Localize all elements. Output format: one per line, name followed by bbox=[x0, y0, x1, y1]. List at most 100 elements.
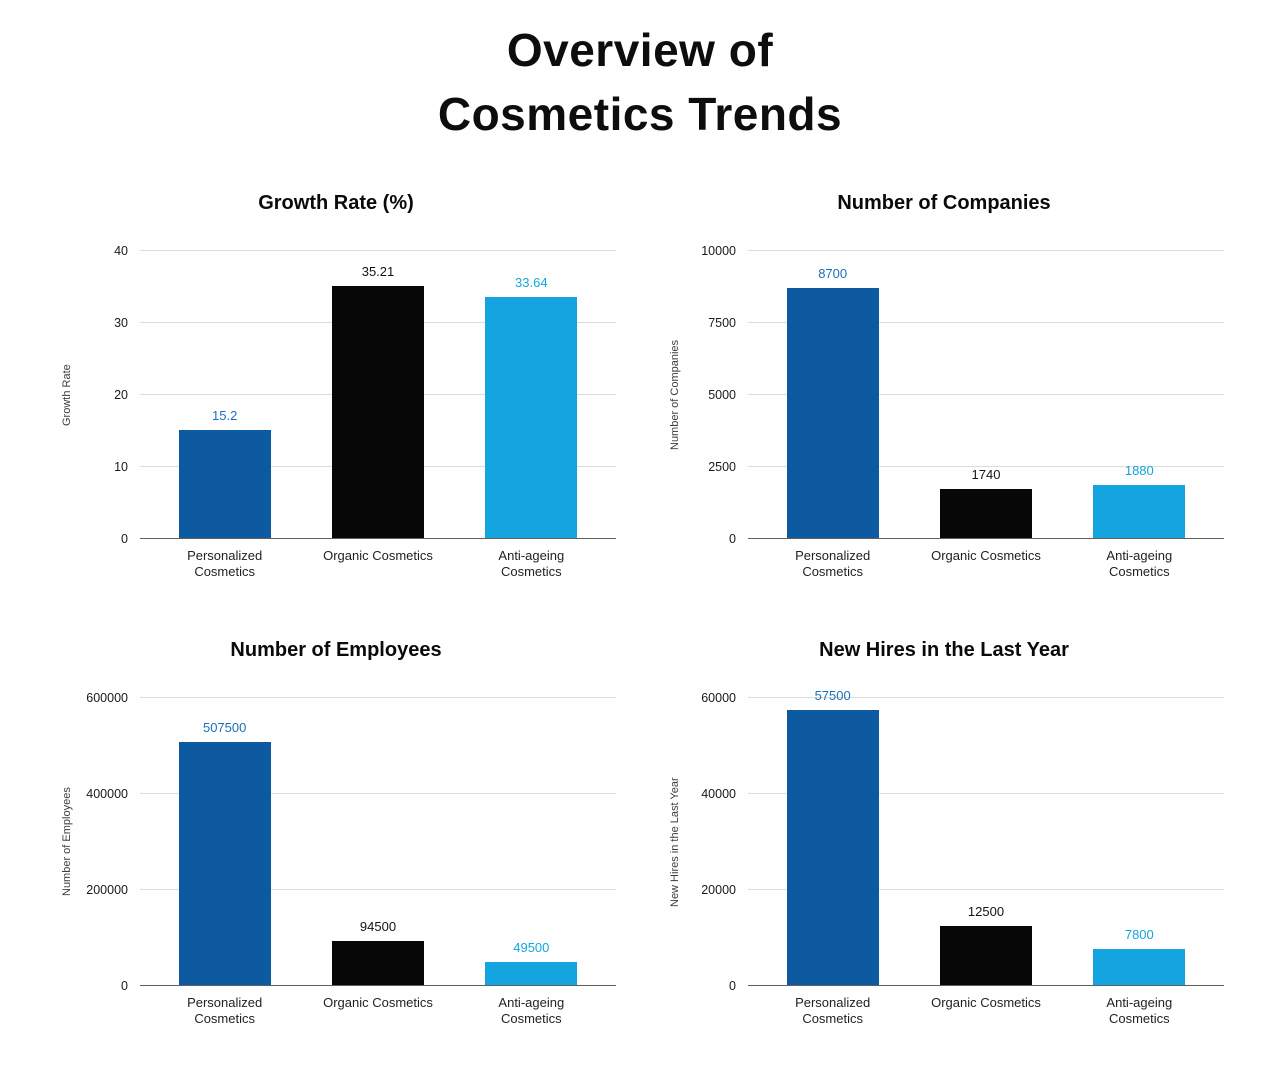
y-axis-ticks: 0 10 20 30 40 bbox=[78, 244, 140, 546]
bars: 57500 12500 7800 bbox=[748, 688, 1224, 986]
charts-grid: Growth Rate (%) Growth Rate 0 10 20 30 40 15… bbox=[56, 192, 1224, 1032]
y-tick-label: 20 bbox=[114, 388, 128, 402]
x-tick-label: Organic Cosmetics bbox=[931, 995, 1041, 1010]
bar: 33.64 bbox=[485, 275, 578, 539]
chart-title: New Hires in the Last Year bbox=[819, 639, 1069, 661]
y-axis-ticks: 0 2500 5000 7500 10000 bbox=[686, 244, 748, 546]
bar: 12500 bbox=[940, 904, 1032, 986]
bar: 1740 bbox=[940, 467, 1032, 539]
y-axis-title: New Hires in the Last Year bbox=[669, 777, 681, 907]
chart-number-of-companies: Number of Companies Number of Companies … bbox=[664, 192, 1224, 585]
bar-value-label: 8700 bbox=[818, 266, 848, 282]
gridline bbox=[748, 394, 1224, 395]
y-tick-label: 2500 bbox=[708, 460, 736, 474]
gridline bbox=[748, 250, 1224, 251]
bar-slot: 12500 bbox=[909, 698, 1062, 986]
y-axis-title: Number of Companies bbox=[669, 339, 681, 451]
bar: 1880 bbox=[1093, 463, 1186, 539]
bar-slot: 8700 bbox=[756, 251, 909, 539]
bar-value-label: 57500 bbox=[814, 688, 851, 703]
bar-value-label: 12500 bbox=[967, 904, 1005, 919]
bar-slot: 15.2 bbox=[148, 251, 301, 539]
x-tick-label: Anti-ageing Cosmetics bbox=[1106, 548, 1173, 579]
x-tick-label: Personalized Cosmetics bbox=[795, 995, 871, 1026]
x-axis-labels: Personalized Cosmetics Organic Cosmetics A… bbox=[748, 986, 1224, 1032]
bar-slot: 49500 bbox=[455, 698, 608, 986]
y-tick-label: 60000 bbox=[701, 691, 736, 705]
y-axis-ticks: 0 200000 400000 600000 bbox=[78, 691, 140, 993]
bar-value-label: 49500 bbox=[513, 940, 550, 956]
gridline bbox=[140, 793, 616, 794]
chart-title: Number of Employees bbox=[230, 639, 442, 661]
chart-body: Number of Employees 0 200000 400000 600000 … bbox=[56, 691, 616, 1032]
bar-slot: 35.21 bbox=[301, 251, 454, 539]
bar-value-label: 33.64 bbox=[515, 274, 548, 290]
y-tick-label: 0 bbox=[121, 532, 128, 546]
bar-slot: 1740 bbox=[909, 251, 1062, 539]
chart-body: New Hires in the Last Year 0 20000 40000 60… bbox=[664, 688, 1224, 1032]
y-tick-label: 30 bbox=[114, 316, 128, 330]
bar-value-label: 35.21 bbox=[361, 263, 395, 279]
gridline bbox=[140, 697, 616, 698]
y-tick-label: 10 bbox=[114, 460, 128, 474]
bar: 8700 bbox=[786, 266, 879, 539]
x-tick-label: Personalized Cosmetics bbox=[795, 548, 871, 579]
bar-value-label: 15.2 bbox=[212, 407, 238, 423]
x-tick-label: Personalized Cosmetics bbox=[187, 548, 263, 579]
y-axis-title: Number of Employees bbox=[61, 787, 73, 897]
y-axis-ticks: 0 20000 40000 60000 bbox=[686, 691, 748, 993]
bar-value-label: 1740 bbox=[971, 466, 1001, 482]
x-axis-line bbox=[748, 985, 1224, 986]
page-title: Overview of Cosmetics Trends bbox=[0, 18, 1280, 146]
bar-value-label: 94500 bbox=[359, 918, 397, 934]
y-tick-label: 400000 bbox=[86, 787, 128, 801]
plot-area: 507500 94500 49500 bbox=[140, 697, 616, 986]
bar: 15.2 bbox=[178, 408, 271, 539]
chart-number-of-employees: Number of Employees Number of Employees … bbox=[56, 639, 616, 1032]
bar-slot: 507500 bbox=[148, 698, 301, 986]
x-tick-label: Anti-ageing Cosmetics bbox=[1106, 995, 1173, 1026]
x-axis-labels: Personalized Cosmetics Organic Cosmetics A… bbox=[748, 539, 1224, 585]
gridline bbox=[140, 250, 616, 251]
bar-value-label: 1880 bbox=[1124, 462, 1154, 478]
bar: 57500 bbox=[786, 688, 879, 986]
x-axis-line bbox=[140, 538, 616, 539]
y-tick-label: 200000 bbox=[86, 883, 128, 897]
bar: 94500 bbox=[332, 919, 424, 986]
bars: 507500 94500 49500 bbox=[140, 698, 616, 986]
x-axis-labels: Personalized Cosmetics Organic Cosmetics A… bbox=[140, 539, 616, 585]
bar: 7800 bbox=[1093, 927, 1186, 986]
y-tick-label: 7500 bbox=[708, 316, 736, 330]
x-tick-label: Organic Cosmetics bbox=[323, 995, 433, 1010]
plot-area: 8700 1740 1880 bbox=[748, 250, 1224, 539]
x-tick-label: Organic Cosmetics bbox=[931, 548, 1041, 563]
plot-area: 15.2 35.21 33.64 bbox=[140, 250, 616, 539]
gridline bbox=[748, 466, 1224, 467]
bar-slot: 33.64 bbox=[455, 251, 608, 539]
y-tick-label: 5000 bbox=[708, 388, 736, 402]
bar-value-label: 507500 bbox=[202, 720, 247, 736]
bar-slot: 1880 bbox=[1063, 251, 1216, 539]
x-tick-label: Organic Cosmetics bbox=[323, 548, 433, 563]
y-tick-label: 0 bbox=[729, 532, 736, 546]
y-tick-label: 600000 bbox=[86, 691, 128, 705]
bar: 35.21 bbox=[332, 264, 424, 539]
x-tick-label: Personalized Cosmetics bbox=[187, 995, 263, 1026]
gridline bbox=[748, 697, 1224, 698]
x-axis-line bbox=[748, 538, 1224, 539]
chart-title: Number of Companies bbox=[837, 192, 1051, 214]
bar-slot: 57500 bbox=[756, 688, 909, 986]
chart-body: Number of Companies 0 2500 5000 7500 10000 8… bbox=[664, 244, 1224, 585]
y-tick-label: 40 bbox=[114, 244, 128, 258]
gridline bbox=[140, 889, 616, 890]
y-tick-label: 20000 bbox=[701, 883, 736, 897]
bar-slot: 94500 bbox=[301, 698, 454, 986]
page-title-line-2: Cosmetics Trends bbox=[437, 88, 843, 140]
x-axis-labels: Personalized Cosmetics Organic Cosmetics A… bbox=[140, 986, 616, 1032]
y-axis-title: Growth Rate bbox=[61, 364, 73, 426]
bar-value-label: 7800 bbox=[1124, 926, 1154, 942]
bar-slot: 7800 bbox=[1063, 698, 1216, 986]
bar: 507500 bbox=[178, 720, 271, 986]
page-title-line-1: Overview of bbox=[506, 24, 774, 76]
plot-area: 57500 12500 7800 bbox=[748, 688, 1224, 986]
